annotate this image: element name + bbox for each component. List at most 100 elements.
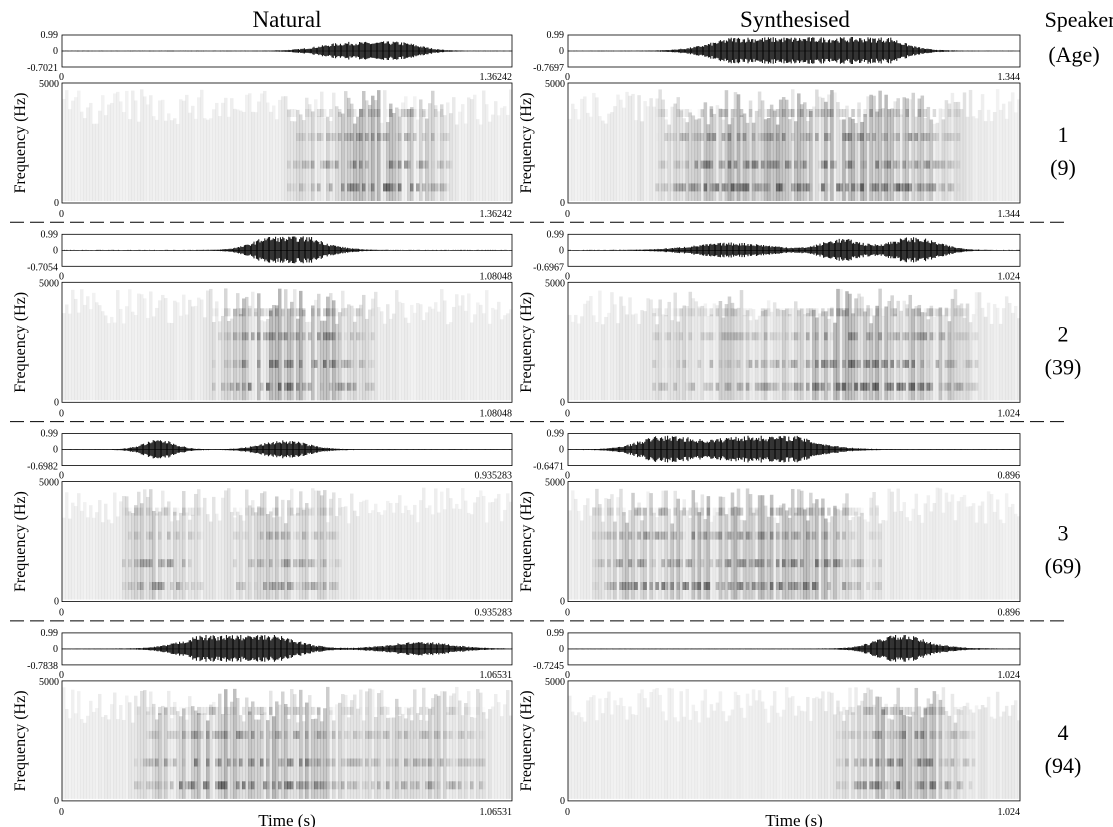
formant bbox=[353, 758, 357, 767]
formant bbox=[437, 133, 441, 141]
formant bbox=[170, 758, 174, 767]
spectro-stripe bbox=[905, 716, 910, 799]
formant bbox=[896, 382, 900, 391]
formant bbox=[359, 133, 363, 141]
spectro-stripe bbox=[92, 517, 96, 600]
spectro-stripe bbox=[62, 313, 66, 401]
formant bbox=[821, 109, 825, 117]
formant bbox=[287, 582, 291, 590]
spectro-stripe bbox=[679, 691, 684, 799]
spectro-stripe bbox=[682, 716, 687, 799]
spectro-stripe bbox=[730, 302, 735, 401]
spectro-stripe bbox=[839, 289, 843, 401]
formant bbox=[899, 382, 903, 391]
spectrogram-frame bbox=[61, 82, 513, 204]
formant bbox=[842, 781, 846, 790]
spectro-stripe bbox=[425, 720, 429, 799]
spectro-stripe bbox=[239, 110, 243, 201]
formant bbox=[896, 758, 900, 767]
formant bbox=[389, 133, 393, 141]
spectro-stripe bbox=[83, 304, 87, 401]
spectro-stripe bbox=[778, 716, 783, 799]
formant bbox=[800, 109, 804, 117]
formant bbox=[692, 559, 696, 567]
formant bbox=[248, 781, 252, 790]
formant bbox=[470, 707, 474, 715]
formant bbox=[866, 359, 870, 368]
spectro-stripe bbox=[914, 306, 919, 401]
formant bbox=[248, 706, 252, 715]
formant bbox=[272, 781, 276, 790]
formant bbox=[155, 582, 159, 590]
spectro-stripe bbox=[347, 523, 351, 600]
formant bbox=[763, 183, 768, 192]
formant bbox=[658, 382, 662, 391]
formant bbox=[323, 759, 327, 767]
formant bbox=[686, 308, 690, 316]
formant bbox=[887, 109, 891, 117]
formant bbox=[323, 109, 327, 117]
formant bbox=[173, 532, 177, 540]
formant bbox=[254, 308, 258, 317]
spectro-stripe bbox=[721, 496, 726, 600]
formant bbox=[689, 109, 693, 117]
formant bbox=[461, 730, 465, 739]
formant bbox=[170, 582, 174, 590]
spectro-stripe bbox=[470, 514, 474, 600]
spectro-stripe bbox=[89, 102, 93, 201]
spectro-stripe bbox=[953, 289, 958, 401]
spectro-stripe bbox=[610, 494, 614, 600]
spectro-stripe bbox=[568, 314, 572, 401]
formant bbox=[941, 332, 946, 341]
formant bbox=[769, 582, 774, 590]
spectro-stripe bbox=[766, 516, 771, 600]
formant bbox=[974, 359, 979, 368]
waveform bbox=[567, 635, 1020, 662]
formant bbox=[299, 109, 303, 117]
formant bbox=[368, 133, 372, 141]
spectro-stripe bbox=[965, 702, 970, 799]
formant bbox=[410, 109, 414, 117]
spectro-stripe bbox=[658, 89, 662, 201]
formant bbox=[317, 582, 321, 590]
formant bbox=[959, 730, 964, 739]
formant bbox=[233, 559, 237, 568]
formant bbox=[314, 359, 318, 368]
formant bbox=[634, 582, 638, 590]
formant bbox=[362, 109, 366, 117]
formant bbox=[698, 332, 702, 340]
spectro-stripe bbox=[251, 291, 255, 401]
formant bbox=[296, 507, 300, 516]
wave-zero-label: 0 bbox=[559, 46, 564, 57]
spectro-stripe bbox=[1001, 103, 1006, 201]
formant bbox=[851, 582, 855, 590]
formant bbox=[658, 308, 662, 316]
spectro-stripe bbox=[911, 308, 916, 401]
formant bbox=[224, 730, 228, 739]
formant bbox=[890, 133, 894, 141]
formant bbox=[658, 507, 662, 516]
formant bbox=[869, 507, 873, 516]
spectro-stripe bbox=[790, 488, 795, 600]
formant bbox=[245, 532, 249, 540]
formant bbox=[329, 308, 333, 317]
spectro-stripe bbox=[757, 495, 762, 600]
spectro-stripe bbox=[830, 516, 834, 600]
formant bbox=[395, 781, 399, 790]
formant bbox=[194, 532, 198, 540]
formant bbox=[748, 531, 753, 540]
spectro-stripe bbox=[167, 322, 171, 401]
spectro-stripe bbox=[992, 111, 997, 201]
spectrogram-frame bbox=[61, 481, 513, 603]
formant bbox=[899, 183, 903, 192]
formant bbox=[757, 582, 762, 590]
spectro-stripe bbox=[995, 307, 1000, 401]
formant bbox=[212, 308, 216, 317]
formant bbox=[320, 160, 324, 169]
formant bbox=[185, 508, 189, 516]
formant bbox=[146, 706, 150, 715]
spectro-stripe bbox=[902, 714, 906, 799]
formant bbox=[836, 781, 840, 790]
formant bbox=[278, 332, 282, 341]
formant bbox=[787, 582, 792, 590]
